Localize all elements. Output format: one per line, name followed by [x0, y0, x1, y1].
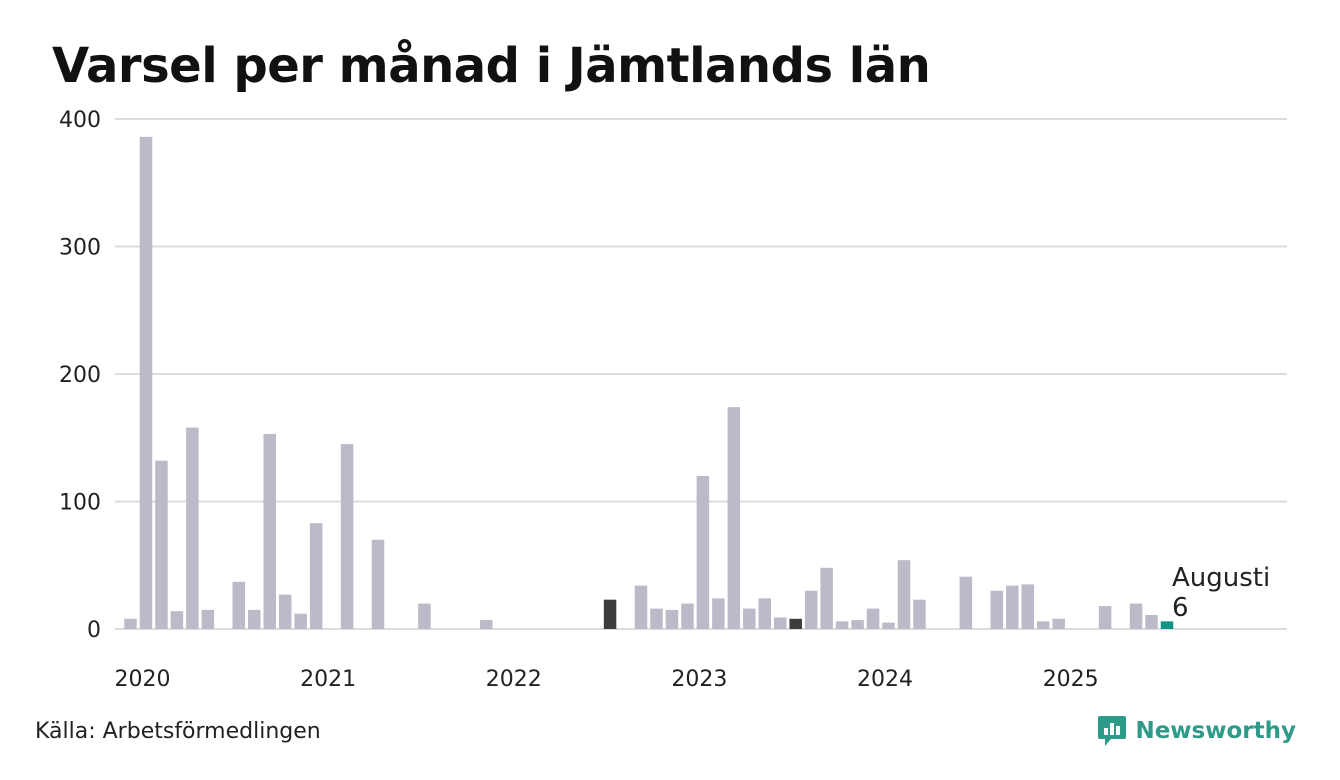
- bar-2023-09: [804, 590, 818, 629]
- bar-2024-12: [1036, 621, 1050, 629]
- bar-2024-04: [913, 599, 926, 629]
- bar-2022-08: [603, 599, 617, 629]
- x-tick-label: 2022: [486, 667, 542, 692]
- bar-2020-02: [139, 136, 153, 629]
- bar-2020-09: [248, 609, 261, 629]
- bar-2023-11: [835, 621, 849, 629]
- bars: [124, 136, 1174, 629]
- x-tick-label: 2025: [1043, 667, 1099, 692]
- x-tick-label: 2024: [857, 667, 913, 692]
- bar-2020-05: [186, 427, 199, 629]
- current-month-annotation: Augusti 6: [1172, 563, 1270, 623]
- bar-2024-10: [1006, 585, 1019, 629]
- bar-2023-12: [851, 620, 864, 629]
- bar-2021-08: [418, 603, 431, 629]
- y-tick-label: 200: [59, 363, 101, 388]
- bar-2025-08: [1160, 621, 1174, 629]
- bar-2024-02: [882, 622, 895, 629]
- x-tick-label: 2023: [671, 667, 727, 692]
- bar-2022-11: [650, 608, 663, 629]
- bar-2023-05: [743, 608, 756, 629]
- bar-2025-06: [1129, 603, 1143, 629]
- chart-title: Varsel per månad i Jämtlands län: [52, 38, 931, 94]
- bar-2024-11: [1021, 584, 1035, 629]
- bar-2024-07: [959, 576, 973, 629]
- source-note: Källa: Arbetsförmedlingen: [35, 719, 321, 744]
- x-axis-ticks: 2020 2021 2022 2023 2024 2025: [115, 667, 1099, 692]
- bar-2022-10: [634, 585, 648, 629]
- brand-logo[interactable]: Newsworthy: [1097, 714, 1296, 748]
- bar-2020-10: [263, 433, 276, 629]
- bar-2020-12: [294, 613, 307, 629]
- bar-2021-03: [340, 444, 354, 629]
- bar-2020-03: [155, 460, 168, 629]
- bar-2022-12: [665, 609, 679, 629]
- x-tick-label: 2021: [300, 667, 356, 692]
- bar-2023-04: [727, 407, 741, 629]
- bar-2025-01: [1052, 618, 1065, 629]
- bar-2020-11: [278, 594, 292, 629]
- bar-2023-06: [758, 598, 772, 629]
- bar-2025-04: [1098, 606, 1112, 629]
- bar-2020-06: [201, 609, 215, 629]
- bar-2021-12: [480, 620, 493, 629]
- annotation-value-label: 6: [1172, 593, 1189, 623]
- y-tick-label: 300: [59, 236, 101, 261]
- y-tick-label: 0: [87, 618, 101, 643]
- bar-2023-08: [789, 618, 802, 629]
- bar-2024-09: [990, 590, 1004, 629]
- bar-2023-07: [773, 617, 787, 629]
- bar-2023-01: [681, 603, 694, 629]
- y-axis-ticks: 0 100 200 300 400: [59, 108, 101, 643]
- bar-2021-01: [309, 523, 323, 629]
- x-tick-label: 2020: [115, 667, 171, 692]
- bar-2024-01: [866, 608, 880, 629]
- bar-2020-04: [170, 611, 184, 629]
- bar-2023-02: [696, 476, 710, 629]
- y-tick-label: 100: [59, 491, 101, 516]
- bar-2020-01: [124, 618, 137, 629]
- newsworthy-logo-icon: [1098, 716, 1127, 746]
- y-tick-label: 400: [59, 108, 101, 133]
- bar-2021-05: [371, 539, 385, 629]
- brand-name: Newsworthy: [1135, 718, 1296, 744]
- bar-2024-03: [897, 560, 911, 629]
- bar-2020-08: [232, 581, 246, 629]
- bar-2025-07: [1145, 614, 1158, 629]
- annotation-month-label: Augusti: [1172, 563, 1270, 593]
- bar-2023-03: [712, 598, 725, 629]
- bar-2023-10: [820, 567, 833, 629]
